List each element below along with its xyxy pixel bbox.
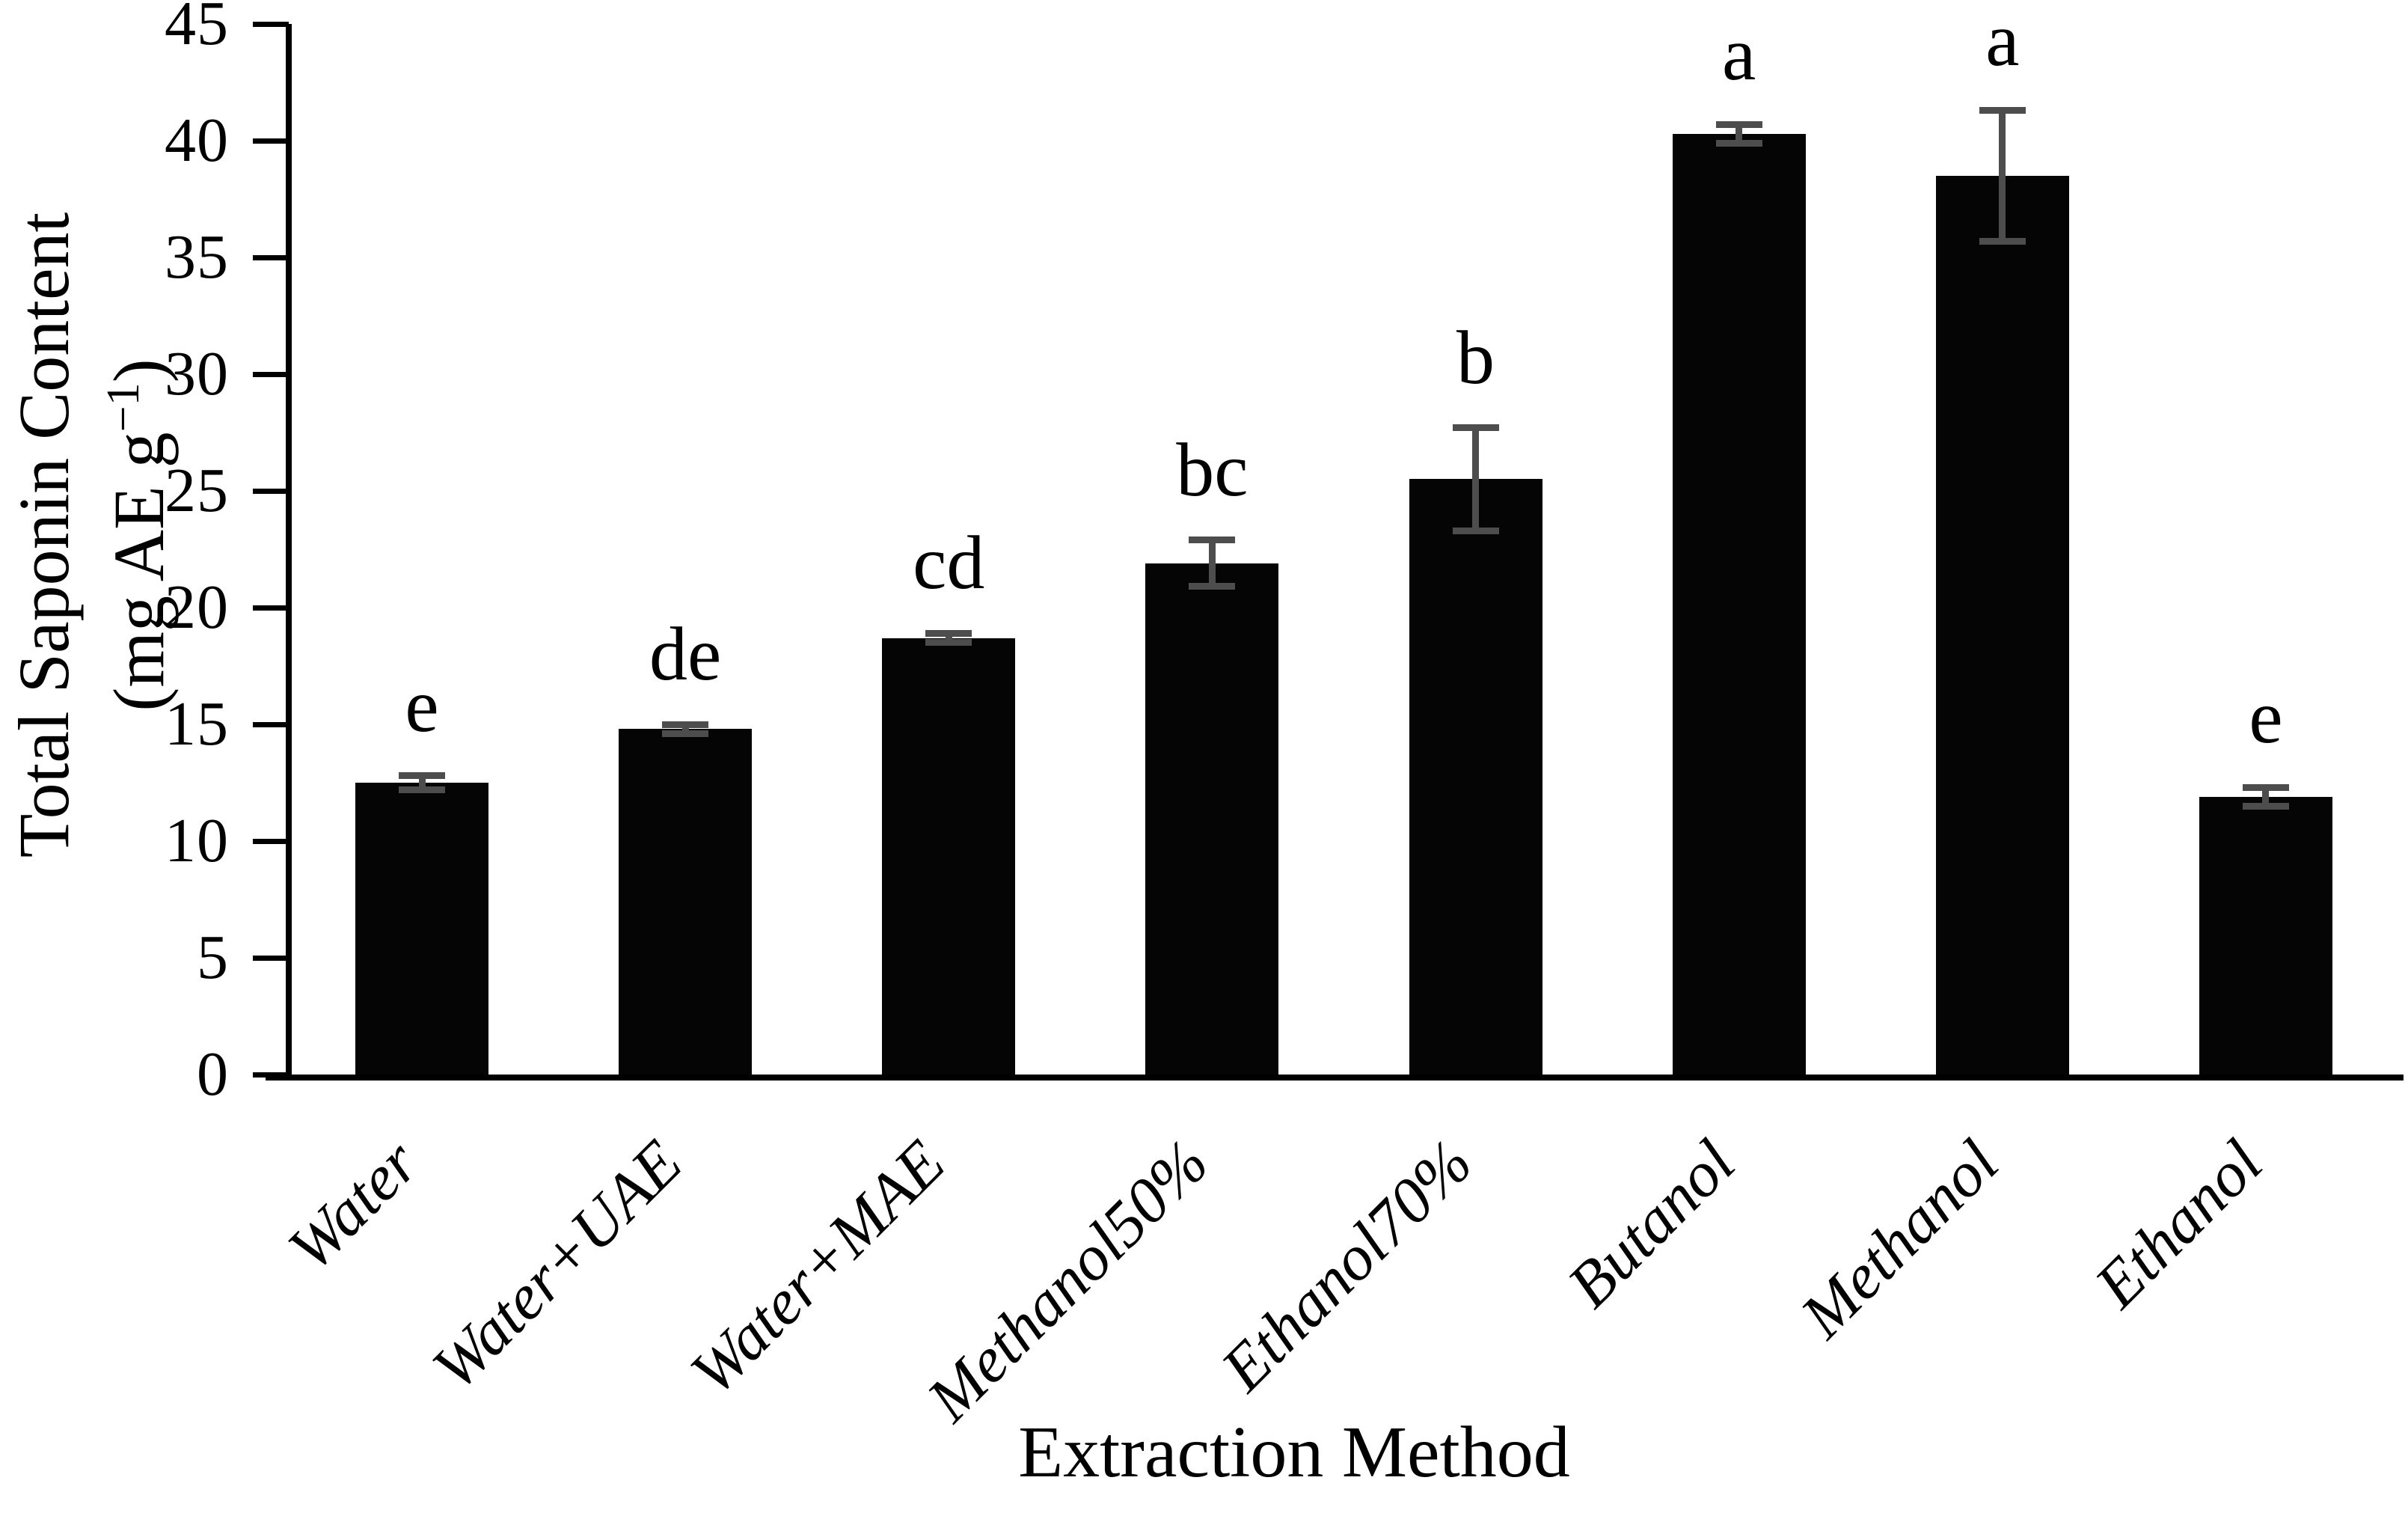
- bar-Water+UAE: [619, 729, 753, 1075]
- error-cap-top-Methanol50%: [1189, 537, 1236, 544]
- significance-letter-Water+MAE: cd: [913, 521, 985, 606]
- bar-Water: [355, 783, 488, 1075]
- bar-Methanol50%: [1145, 563, 1279, 1075]
- error-bar-Methanol50%: [1208, 540, 1216, 587]
- error-bar-Water: [418, 775, 426, 790]
- x-category-label-Methanol50%: Methanol50%: [913, 1126, 1222, 1435]
- error-cap-bottom-Water+UAE: [662, 730, 709, 737]
- significance-letter-Methanol50%: bc: [1176, 427, 1249, 513]
- error-cap-top-Water+MAE: [925, 629, 972, 637]
- significance-letter-Butanol: a: [1722, 12, 1756, 97]
- x-category-label-Butanol: Butanol: [1554, 1126, 1749, 1321]
- error-cap-bottom-Methanol: [1979, 237, 2026, 245]
- x-category-label-Ethanol70%: Ethanol70%: [1207, 1126, 1486, 1405]
- y-tick-label-15: 15: [165, 689, 229, 759]
- bar-Water+MAE: [882, 638, 1016, 1075]
- x-category-label-Water: Water: [273, 1126, 432, 1284]
- y-tick-mark-40: [253, 138, 289, 144]
- error-cap-bottom-Water+MAE: [925, 639, 972, 647]
- error-cap-top-Butanol: [1715, 120, 1762, 128]
- significance-letter-Ethanol: e: [2249, 675, 2283, 760]
- error-bar-Ethanol70%: [1472, 427, 1480, 531]
- error-bar-Butanol: [1735, 124, 1743, 144]
- y-tick-label-5: 5: [197, 923, 229, 992]
- error-cap-top-Water: [399, 772, 445, 780]
- y-tick-mark-30: [253, 372, 289, 377]
- y-tick-mark-5: [253, 956, 289, 961]
- y-tick-mark-20: [253, 605, 289, 611]
- error-bar-Water+UAE: [681, 724, 689, 734]
- error-bar-Water+MAE: [945, 633, 952, 643]
- error-cap-bottom-Ethanol: [2242, 802, 2289, 810]
- x-category-label-Water+MAE: Water+MAE: [676, 1126, 959, 1408]
- error-bar-Ethanol: [2262, 787, 2270, 807]
- y-tick-mark-35: [253, 255, 289, 260]
- x-category-label-Ethanol: Ethanol: [2080, 1126, 2276, 1321]
- y-tick-mark-25: [253, 489, 289, 494]
- y-tick-label-35: 35: [165, 222, 229, 292]
- error-cap-bottom-Methanol50%: [1189, 583, 1236, 590]
- error-cap-bottom-Water: [399, 786, 445, 793]
- error-cap-top-Ethanol: [2242, 783, 2289, 791]
- error-cap-bottom-Butanol: [1715, 139, 1762, 147]
- y-tick-label-0: 0: [197, 1039, 229, 1109]
- significance-letter-Water: e: [405, 663, 439, 748]
- y-tick-label-10: 10: [165, 806, 229, 875]
- significance-letter-Ethanol70%: b: [1456, 315, 1495, 400]
- error-cap-top-Methanol: [1979, 106, 2026, 114]
- x-axis-title: Extraction Method: [1018, 1412, 1570, 1493]
- bar-Ethanol70%: [1409, 479, 1542, 1075]
- bar-Ethanol: [2199, 796, 2332, 1075]
- bar-Butanol: [1672, 133, 1806, 1075]
- error-cap-top-Water+UAE: [662, 721, 709, 728]
- significance-letter-Water+UAE: de: [649, 612, 722, 697]
- significance-letter-Methanol: a: [1985, 0, 2020, 83]
- y-tick-label-45: 45: [165, 0, 229, 58]
- y-tick-label-40: 40: [165, 106, 229, 175]
- x-category-label-Water+UAE: Water+UAE: [417, 1126, 696, 1404]
- bar-Methanol: [1935, 175, 2069, 1075]
- error-cap-top-Ethanol70%: [1452, 424, 1499, 432]
- error-bar-Methanol: [1999, 110, 2006, 242]
- x-category-label-Methanol: Methanol: [1786, 1126, 2012, 1351]
- y-tick-mark-15: [253, 722, 289, 727]
- y-tick-label-25: 25: [165, 456, 229, 525]
- y-tick-label-20: 20: [165, 572, 229, 642]
- x-axis-line: [266, 1075, 2404, 1081]
- y-tick-mark-10: [253, 839, 289, 844]
- error-cap-bottom-Ethanol70%: [1452, 527, 1499, 534]
- y-axis-line: [286, 24, 292, 1080]
- y-tick-mark-45: [253, 22, 289, 27]
- y-tick-label-30: 30: [165, 339, 229, 409]
